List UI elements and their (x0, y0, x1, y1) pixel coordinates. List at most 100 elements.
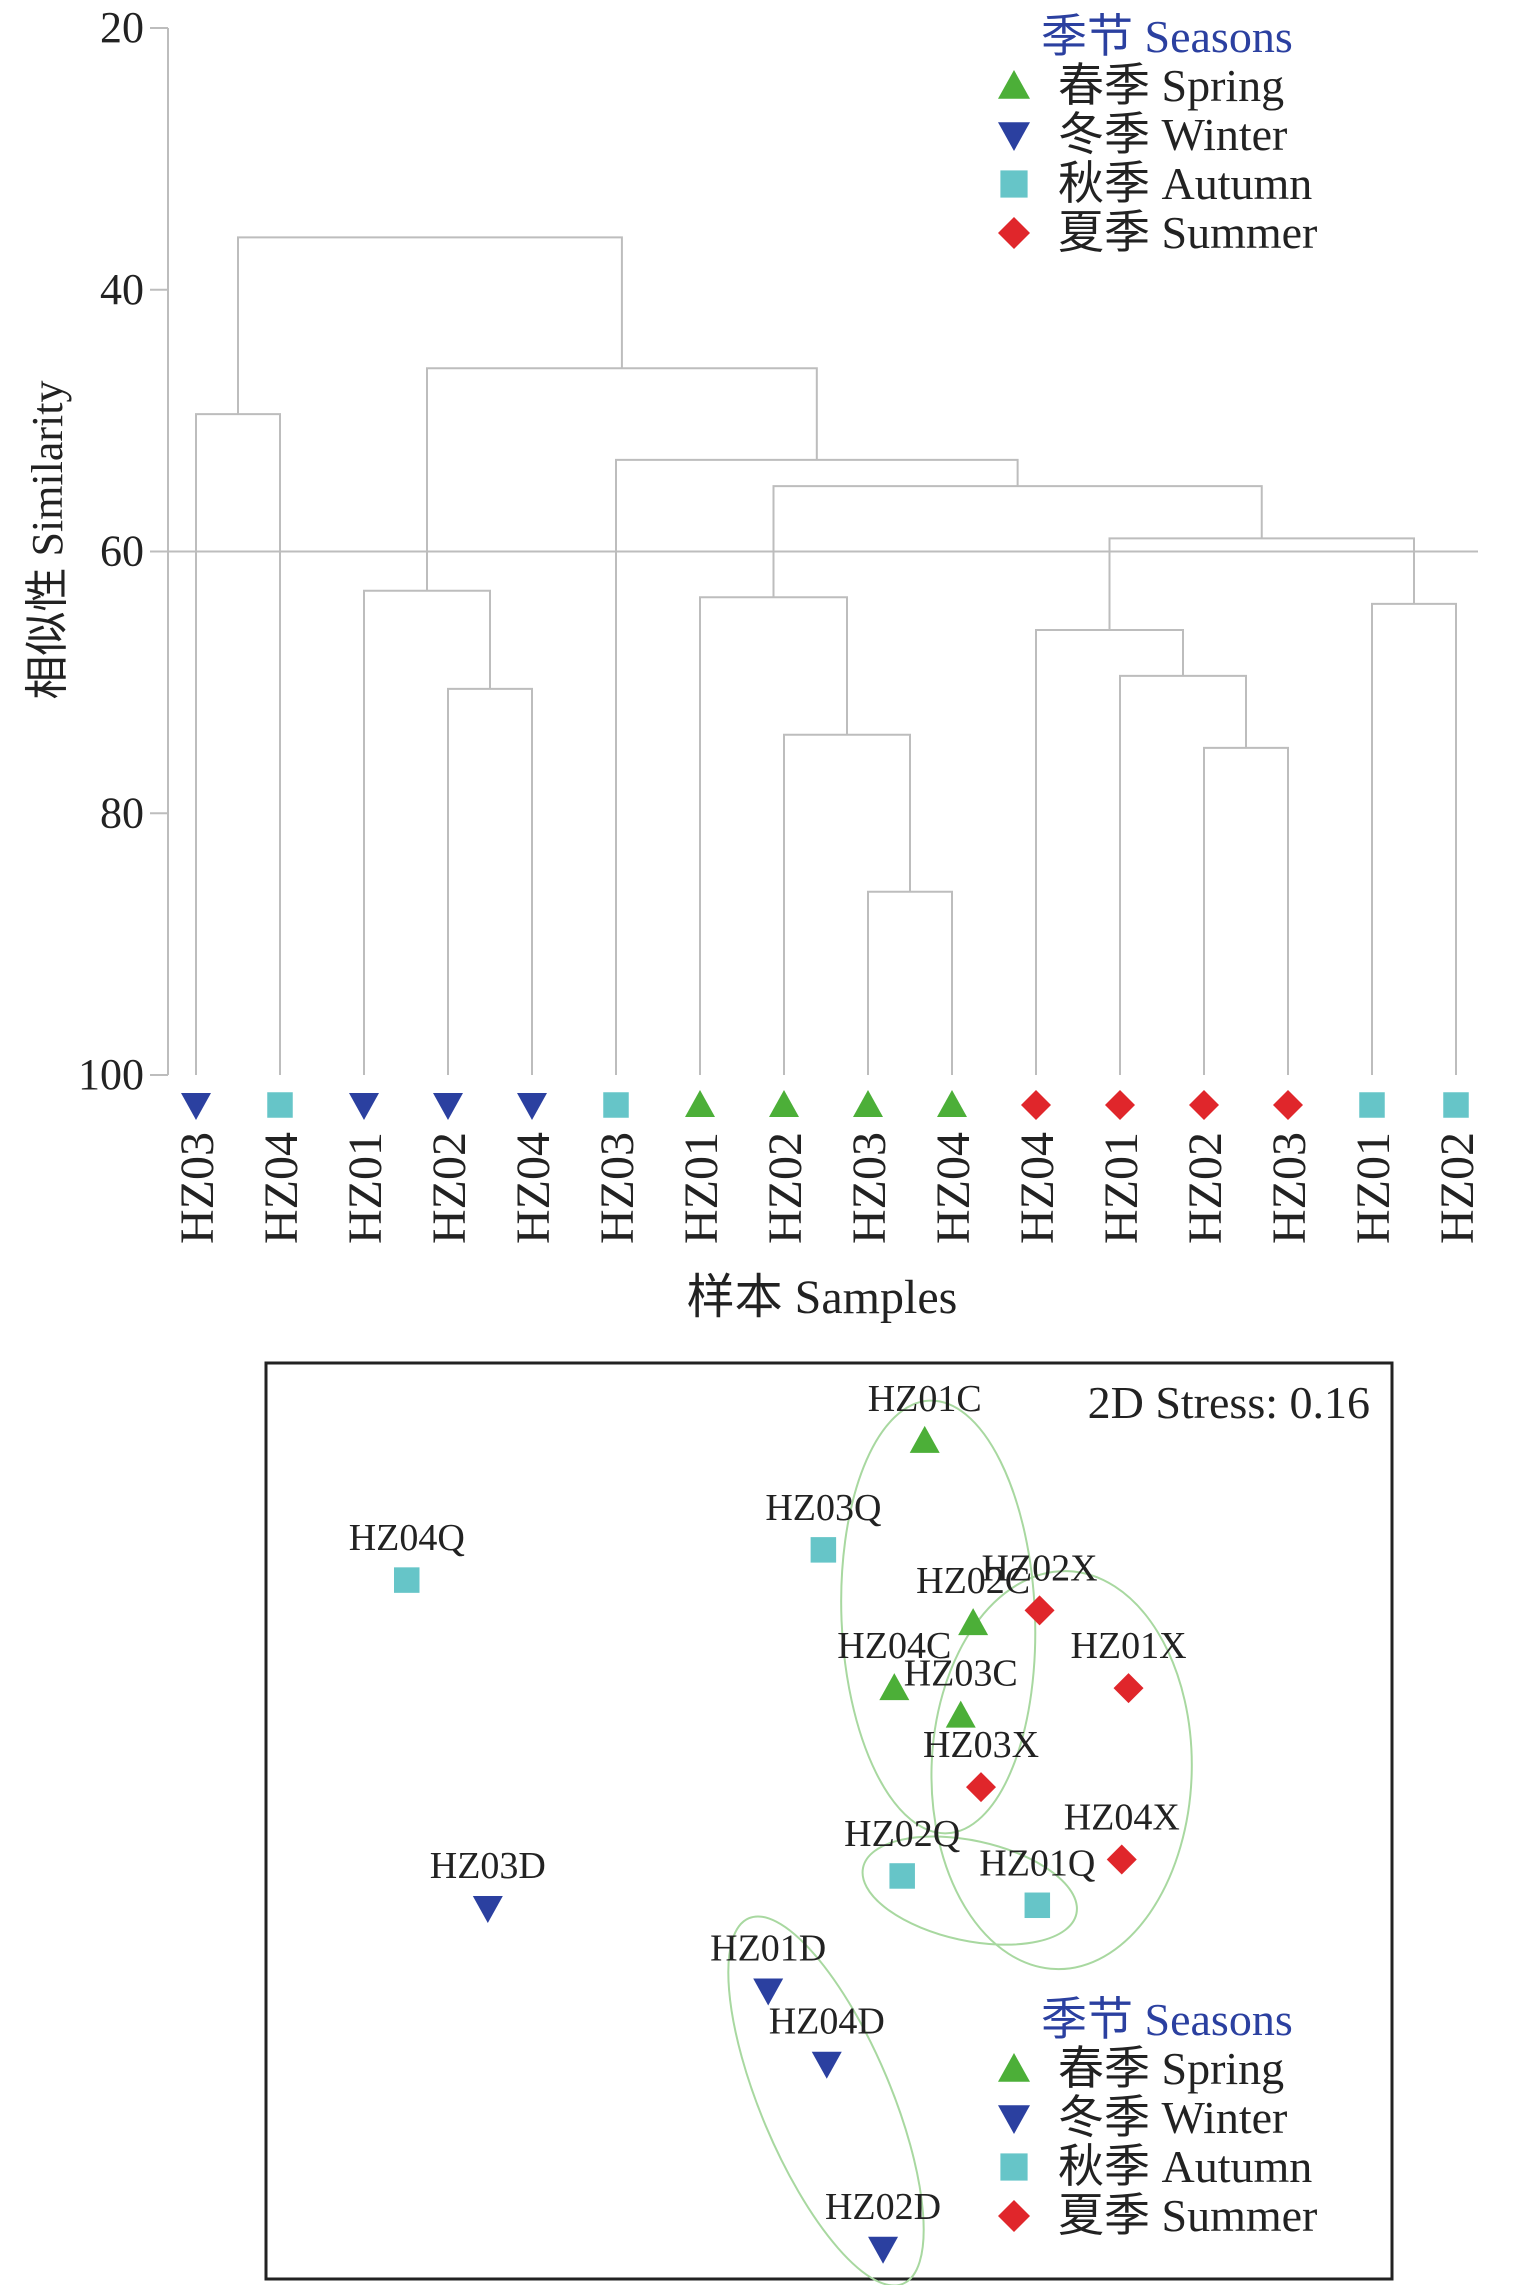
point-marker-spring (879, 1673, 910, 1701)
legend-entry: 冬季 Winter (1058, 109, 1287, 160)
dendrogram-link (426, 367, 818, 591)
leaf-label: HZ03 (1263, 1132, 1316, 1244)
dendrogram-link (867, 890, 953, 1075)
leaf-label: HZ02 (423, 1132, 476, 1244)
y-tick-label: 80 (100, 788, 144, 837)
point-marker-winter (472, 1896, 503, 1924)
leaf-label: HZ04 (1011, 1132, 1064, 1244)
point-marker-summer (966, 1772, 997, 1803)
leaf-label: HZ03 (843, 1132, 896, 1244)
dendrogram-link (699, 596, 848, 1075)
leaf-marker-winter (181, 1093, 211, 1120)
leaf-label: HZ04 (927, 1132, 980, 1244)
leaf-marker-summer (1189, 1090, 1219, 1120)
point-marker-summer (1113, 1673, 1144, 1704)
dendrogram-link (615, 458, 1019, 1075)
point-marker-winter (811, 2051, 842, 2079)
dendrogram: 20 40 60 80 100 HZ03 HZ04 HZ01 HZ02 HZ04 HZ03 HZ01 H… (23, 3, 1484, 1324)
dendrogram-link (363, 589, 491, 1075)
dendrogram-link (1035, 629, 1184, 1075)
point-marker-spring (945, 1700, 976, 1728)
dendrogram-link (1119, 674, 1247, 1075)
legend-entry: 春季 Spring (1058, 60, 1284, 111)
dendrogram-link (447, 687, 533, 1075)
point-label: HZ01Q (979, 1842, 1095, 1884)
leaf-marker-spring (853, 1090, 883, 1117)
leaf-marker-winter (433, 1093, 463, 1120)
point-marker-summer (1106, 1844, 1137, 1875)
legend-entry: 冬季 Winter (1058, 2092, 1287, 2143)
point-marker-spring (958, 1608, 989, 1636)
group-ellipse (840, 1399, 1037, 1835)
plot-frame (264, 1361, 1394, 2281)
y-tick-label: 20 (100, 3, 144, 52)
point-label: HZ02C (916, 1560, 1030, 1602)
leaf-label: HZ02 (1179, 1132, 1232, 1244)
point-label: HZ01C (868, 1378, 982, 1420)
dendrogram-link (783, 733, 911, 1075)
legend-marker-square (1000, 2153, 1028, 2181)
point-label: HZ02D (825, 2186, 941, 2228)
point-marker-autumn (810, 1537, 837, 1563)
y-tick-label: 100 (78, 1050, 144, 1099)
legend-title: 季节 Seasons (1041, 1994, 1293, 2045)
point-label: HZ04C (837, 1625, 951, 1667)
leaf-label: HZ04 (507, 1132, 560, 1244)
dendrogram-link (237, 236, 623, 415)
leaf-marker-spring (937, 1090, 967, 1117)
leaf-label: HZ03 (171, 1132, 224, 1244)
point-label: HZ03Q (765, 1487, 881, 1529)
leaf-label: HZ01 (1095, 1132, 1148, 1244)
dendrogram-link (195, 413, 281, 1075)
point-label: HZ02X (982, 1547, 1098, 1589)
group-ellipse (727, 1915, 925, 2285)
group-ellipse (930, 1570, 1193, 1971)
point-marker-winter (753, 1978, 784, 2006)
legend-entry: 春季 Spring (1058, 2043, 1284, 2094)
point-marker-autumn (1024, 1892, 1051, 1919)
leaf-marker-autumn (1443, 1092, 1469, 1118)
dendrogram-link (1203, 746, 1289, 1075)
legend-marker-diamond (998, 217, 1030, 249)
leaf-marker-winter (349, 1093, 379, 1120)
point-marker-autumn (394, 1567, 420, 1593)
leaf-label: HZ04 (255, 1132, 308, 1244)
point-label: HZ04Q (349, 1517, 465, 1559)
dendrogram-link (772, 485, 1263, 598)
stress-label: 2D Stress: 0.16 (1088, 1377, 1370, 1428)
leaf-marker-winter (517, 1093, 547, 1120)
legend-entry: 夏季 Summer (1058, 2190, 1317, 2241)
leaf-marker-autumn (1359, 1092, 1385, 1118)
point-label: HZ02Q (844, 1813, 960, 1855)
leaf-marker-summer (1105, 1090, 1135, 1120)
leaf-marker-autumn (267, 1092, 293, 1118)
point-label: HZ03D (430, 1845, 546, 1887)
x-axis-title: 样本 Samples (687, 1271, 958, 1324)
point-label: HZ01D (710, 1927, 826, 1969)
legend-marker-triangle-up (998, 2053, 1030, 2082)
y-tick-label: 60 (100, 527, 144, 576)
leaf-label: HZ01 (675, 1132, 728, 1244)
leaf-label: HZ03 (591, 1132, 644, 1244)
legend-marker-diamond (998, 2200, 1030, 2232)
point-marker-autumn (889, 1863, 915, 1889)
legend-entry: 秋季 Autumn (1058, 158, 1312, 209)
legend-entry: 秋季 Autumn (1058, 2141, 1312, 2192)
point-label: HZ01X (1070, 1625, 1186, 1667)
point-marker-summer (1024, 1595, 1055, 1626)
legend-marker-square (1000, 170, 1028, 198)
group-ellipse (861, 1835, 1078, 1946)
leaf-marker-summer (1273, 1090, 1303, 1120)
dendrogram-link (1371, 602, 1457, 1075)
y-axis-title: 相似性 Similarity (23, 381, 72, 700)
leaf-marker-summer (1021, 1090, 1051, 1120)
leaf-marker-spring (769, 1090, 799, 1117)
legend-title: 季节 Seasons (1041, 11, 1293, 62)
point-label: HZ04X (1064, 1796, 1180, 1838)
legend-marker-triangle-down (998, 2105, 1030, 2134)
point-label: HZ04D (769, 2001, 885, 2043)
